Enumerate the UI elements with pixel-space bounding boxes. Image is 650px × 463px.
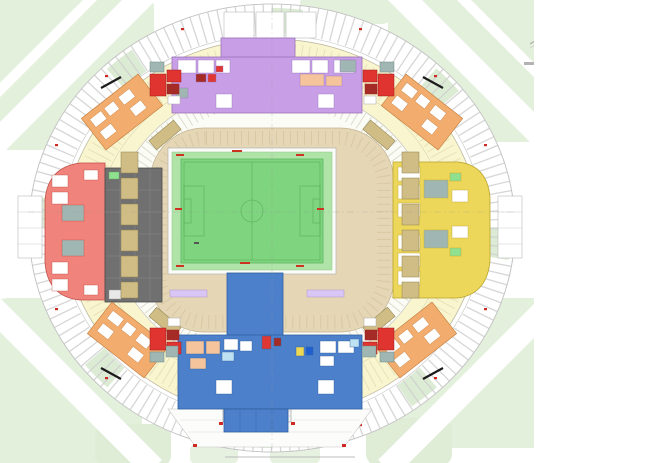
security-block bbox=[44, 162, 106, 301]
legend-panel: УСЛОВНЫЕ ОБОЗНАЧЕНИЯ ЗОНЫ Распред. галер… bbox=[534, 0, 650, 463]
stadium-floor-plan-svg bbox=[0, 0, 558, 463]
pitch-annotation-marks bbox=[175, 150, 324, 267]
section-cut-marks bbox=[100, 76, 444, 380]
police-clusters bbox=[149, 61, 395, 363]
catering-wedges bbox=[80, 73, 464, 379]
football-pitch bbox=[167, 147, 337, 275]
floor-plan-area bbox=[0, 0, 558, 463]
axis-lines bbox=[28, 8, 516, 450]
pitch-markings bbox=[183, 161, 321, 261]
vip-block bbox=[177, 272, 363, 433]
misc-rooms bbox=[165, 289, 377, 358]
guest-services-block bbox=[171, 37, 363, 114]
entrance-structures bbox=[17, 11, 523, 259]
sanitary-blocks bbox=[120, 119, 420, 338]
